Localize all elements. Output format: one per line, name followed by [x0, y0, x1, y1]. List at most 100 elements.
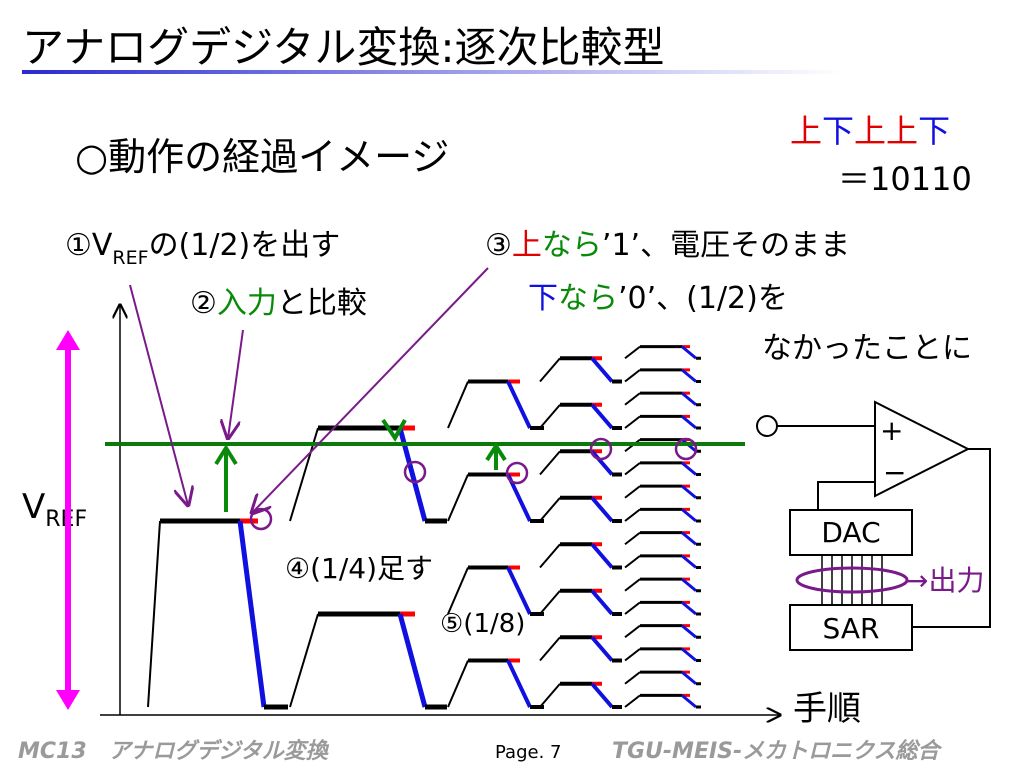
drop: [590, 403, 614, 430]
rise: [147, 520, 161, 708]
step4: ④(1/4)足す: [285, 552, 433, 585]
rise: [447, 567, 469, 615]
step3-down: 下なら’0’、(1/2)を: [528, 281, 788, 316]
t: の(1/2)を出す: [149, 228, 341, 263]
drop: [681, 670, 697, 685]
dac: DAC: [821, 516, 880, 549]
bit: 上: [790, 112, 822, 150]
output-bus: [795, 566, 909, 594]
drop: [397, 427, 428, 522]
t: ②: [190, 286, 217, 321]
staircase: [147, 345, 701, 710]
rise: [624, 415, 641, 429]
rise: [289, 613, 319, 708]
drop: [681, 461, 697, 476]
t: ①V: [65, 228, 113, 263]
step3-up: ③上なら’1’、電圧そのまま: [485, 228, 850, 263]
plus: +: [880, 414, 903, 447]
drop: [681, 368, 697, 383]
compare-arrows: [214, 418, 507, 512]
rise: [539, 450, 561, 476]
drop: [590, 542, 614, 569]
t: REF: [112, 247, 148, 269]
drop: [506, 659, 532, 708]
step2: ②入力と比較: [190, 286, 367, 321]
result-code: ＝10110: [838, 160, 972, 198]
drop: [681, 391, 697, 406]
rise: [624, 392, 641, 406]
drop: [506, 566, 532, 615]
t: ’0’、(1/2)を: [618, 281, 788, 316]
drop: [681, 601, 697, 616]
drop: [237, 520, 267, 708]
bit: 上: [886, 112, 918, 150]
drop: [506, 380, 532, 429]
rise: [539, 404, 561, 429]
rise: [624, 671, 641, 685]
drop: [590, 356, 614, 383]
t: 下: [528, 281, 558, 316]
drop: [681, 484, 697, 499]
title-underline: [22, 70, 842, 74]
minus: −: [883, 456, 906, 489]
x-label: 手順: [793, 689, 861, 729]
t: 入力: [217, 286, 277, 321]
t: 上: [512, 228, 542, 263]
rise: [624, 648, 641, 662]
drop: [681, 647, 697, 662]
compare-points: [249, 437, 698, 531]
rise: [624, 462, 641, 476]
subtitle: ○動作の経過イメージ: [75, 135, 449, 179]
t: と比較: [277, 286, 367, 321]
output-label: →出力: [905, 564, 984, 597]
footer-right: TGU-MEIS-メカトロニクス総合: [612, 738, 942, 764]
rise: [624, 485, 641, 499]
rise: [624, 531, 641, 546]
rise: [539, 357, 561, 383]
rise: [624, 694, 641, 708]
rise: [447, 660, 469, 708]
rise: [289, 427, 319, 522]
footer-page: Page. 7: [495, 742, 561, 763]
drop: [590, 589, 614, 616]
rise: [539, 590, 561, 615]
rise: [624, 601, 641, 615]
t: なら: [558, 281, 618, 316]
rise: [539, 497, 561, 522]
t: ’1’、電圧そのまま: [602, 228, 850, 263]
drop: [397, 613, 428, 708]
drop: [681, 624, 697, 639]
rise: [539, 636, 561, 662]
y-label: VREF: [22, 487, 87, 532]
rise: [447, 381, 469, 429]
rise: [624, 624, 641, 639]
step3-down-2: なかったことに: [762, 331, 972, 366]
rise: [539, 683, 561, 708]
title: アナログデジタル変換:逐次比較型: [22, 23, 664, 72]
footer-left: MC13 アナログデジタル変換: [18, 738, 330, 764]
t: ③: [485, 228, 512, 263]
rise: [624, 578, 641, 592]
bit: 上: [854, 112, 886, 150]
drop: [590, 635, 614, 662]
rise: [447, 474, 469, 522]
drop: [681, 345, 697, 360]
rise: [624, 345, 641, 360]
drop: [681, 577, 697, 592]
rise: [624, 508, 641, 522]
t: V: [22, 487, 45, 527]
drop: [590, 496, 614, 523]
rise: [624, 369, 641, 383]
drop: [681, 415, 697, 430]
circuit: [756, 400, 991, 651]
drop: [681, 531, 697, 546]
sar: SAR: [823, 612, 880, 645]
drop: [681, 508, 697, 523]
bit: 下: [918, 112, 950, 150]
drop: [681, 694, 697, 709]
step5: ⑤(1/8): [440, 609, 525, 639]
drop: [590, 682, 614, 709]
bit: 下: [822, 112, 854, 150]
